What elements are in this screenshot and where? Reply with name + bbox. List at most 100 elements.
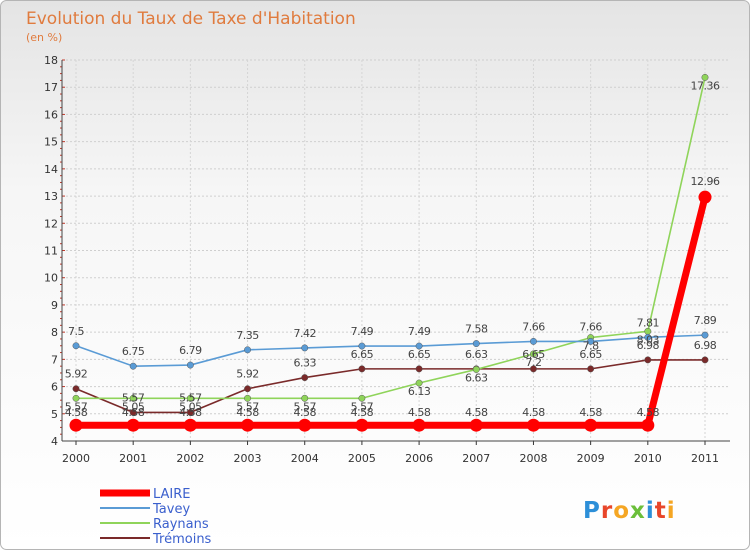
data-point-tremoins <box>701 356 709 364</box>
data-label-tavey: 7.35 <box>236 329 259 342</box>
data-point-raynans <box>701 73 709 81</box>
data-label-raynans: 5.57 <box>293 400 316 413</box>
data-point-tremoins <box>415 365 423 373</box>
data-point-laire <box>298 418 312 432</box>
x-tick-label: 2008 <box>519 452 547 465</box>
data-point-raynans <box>301 394 309 402</box>
data-point-tremoins <box>644 356 652 364</box>
legend-label-tremoins: Trémoins <box>152 532 212 547</box>
data-label-tremoins: 6.63 <box>465 348 488 361</box>
y-tick-label: 6 <box>51 381 58 394</box>
data-label-raynans: 17.36 <box>691 79 720 92</box>
data-point-tavey <box>644 333 652 341</box>
data-label-raynans: 5.57 <box>236 400 259 413</box>
data-point-tremoins <box>72 385 80 393</box>
x-tick-label: 2000 <box>62 452 90 465</box>
y-tick-label: 7 <box>51 353 58 366</box>
data-label-raynans: 7.8 <box>583 340 599 353</box>
data-point-raynans <box>72 394 80 402</box>
data-label-raynans: 8.03 <box>637 333 660 346</box>
series-line-tremoins <box>75 359 705 414</box>
data-point-tavey <box>186 361 194 369</box>
data-label-tavey: 7.49 <box>351 325 374 338</box>
data-label-raynans: 5.57 <box>65 400 88 413</box>
data-point-raynans <box>129 394 137 402</box>
y-tick-label: 18 <box>44 54 58 67</box>
data-point-tremoins <box>587 365 595 373</box>
data-label-raynans: 5.05 <box>179 400 202 413</box>
data-label-tremoins: 6.98 <box>637 339 660 352</box>
data-point-raynans <box>415 379 423 387</box>
data-label-laire: 4.58 <box>522 406 545 419</box>
data-point-laire <box>641 418 655 432</box>
data-label-tremoins: 5.92 <box>236 368 259 381</box>
data-label-tremoins: 5.57 <box>122 391 145 404</box>
y-tick-label: 15 <box>44 136 58 149</box>
x-tick-label: 2004 <box>291 452 319 465</box>
x-tick-label: 2001 <box>119 452 147 465</box>
data-label-laire: 12.96 <box>691 175 720 188</box>
y-tick-label: 12 <box>44 217 58 230</box>
data-label-laire: 4.58 <box>465 406 488 419</box>
data-point-tavey <box>415 342 423 350</box>
data-label-laire: 4.58 <box>122 406 145 419</box>
data-label-tavey: 7.49 <box>408 325 431 338</box>
data-point-laire <box>126 418 140 432</box>
data-point-tavey <box>129 362 137 370</box>
data-label-raynans: 5.05 <box>122 400 145 413</box>
data-point-tremoins <box>301 374 309 382</box>
y-tick-label: 10 <box>44 272 58 285</box>
y-tick-label: 9 <box>51 299 58 312</box>
chart-subtitle: (en %) <box>26 31 62 44</box>
data-label-tavey: 7.66 <box>579 320 602 333</box>
x-tick-label: 2006 <box>405 452 433 465</box>
data-label-raynans: 6.13 <box>408 385 431 398</box>
y-tick-label: 17 <box>44 81 58 94</box>
data-label-laire: 4.58 <box>179 406 202 419</box>
x-tick-label: 2003 <box>234 452 262 465</box>
data-label-laire: 4.58 <box>408 406 431 419</box>
series <box>69 73 712 432</box>
x-tick-label: 2007 <box>462 452 490 465</box>
data-label-tremoins: 6.65 <box>408 348 431 361</box>
legend-label-tavey: Tavey <box>152 502 190 517</box>
data-label-raynans: 6.63 <box>465 371 488 384</box>
data-labels: 5.92 5.57 5.57 5.92 6.33 6.65 6.65 6.63 6.65 6.65… <box>65 79 721 419</box>
series-line-tavey <box>75 334 706 367</box>
data-point-tavey <box>358 342 366 350</box>
data-label-tavey: 7.66 <box>522 320 545 333</box>
data-label-tavey: 7.5 <box>68 325 84 338</box>
y-tick-label: 4 <box>51 435 58 448</box>
y-tick-label: 13 <box>44 190 58 203</box>
data-label-tremoins: 6.65 <box>579 348 602 361</box>
data-point-raynans <box>244 394 251 402</box>
data-point-tavey <box>472 340 480 348</box>
data-label-tremoins: 5.92 <box>65 368 88 381</box>
data-point-raynans <box>186 394 194 402</box>
x-tick-label: 2009 <box>577 452 605 465</box>
data-point-tavey <box>587 337 595 345</box>
data-point-tavey <box>701 331 709 339</box>
y-tick-label: 16 <box>44 108 58 121</box>
gridlines <box>62 59 730 441</box>
y-tick-label: 5 <box>51 408 58 421</box>
data-point-laire <box>698 190 712 204</box>
data-point-tavey <box>530 337 537 345</box>
data-point-laire <box>183 418 197 432</box>
data-point-tremoins <box>186 408 194 416</box>
data-label-tavey: 7.81 <box>637 316 660 329</box>
legend-label-laire: LAIRE <box>153 487 191 502</box>
proxiti-logo: Proxiti <box>583 498 675 524</box>
data-point-laire <box>355 418 369 432</box>
series-line-laire <box>76 196 709 429</box>
data-label-tremoins: 6.65 <box>351 348 374 361</box>
data-label-laire: 4.58 <box>293 406 316 419</box>
data-label-tremoins: 5.57 <box>179 391 202 404</box>
data-label-tavey: 7.42 <box>293 327 316 340</box>
data-point-tremoins <box>530 365 537 373</box>
data-label-laire: 4.58 <box>351 406 374 419</box>
data-point-laire <box>584 418 598 432</box>
data-label-tavey: 7.89 <box>694 314 717 327</box>
y-tick-label: 14 <box>44 163 58 176</box>
